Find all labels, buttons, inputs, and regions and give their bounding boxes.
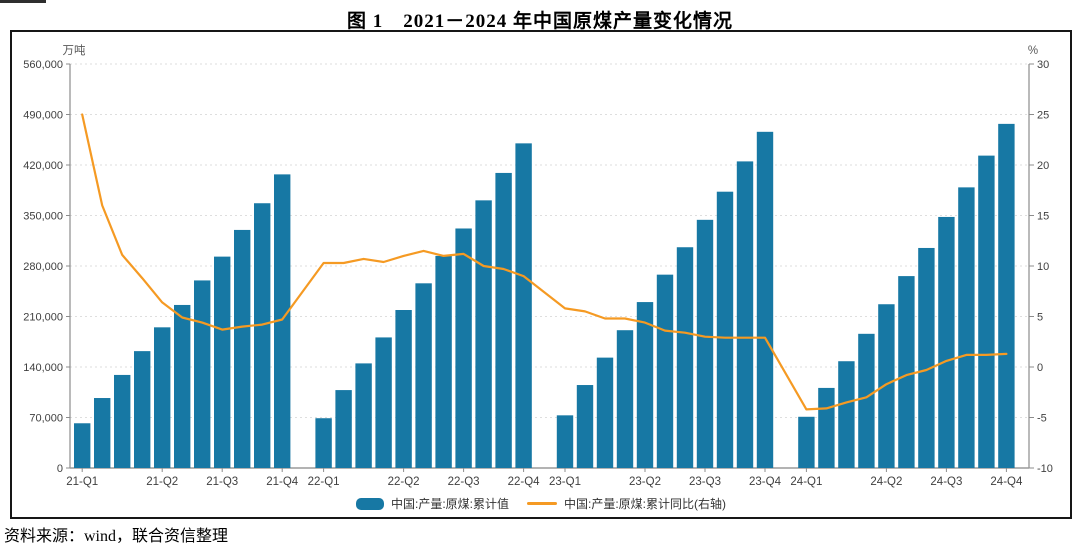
x-axis-tick-label: 22-Q1 (308, 476, 340, 488)
bar (798, 416, 815, 468)
x-axis-tick-label: 24-Q4 (990, 476, 1023, 488)
bar (234, 229, 251, 468)
bar (455, 228, 472, 468)
right-axis-tick-label: 20 (1037, 160, 1049, 172)
right-axis-tick-label: -10 (1037, 463, 1053, 475)
bar (214, 256, 231, 468)
left-axis-tick-label: 0 (57, 463, 63, 475)
right-axis-unit: % (1028, 45, 1038, 57)
x-axis-tick-label: 21-Q4 (266, 476, 299, 488)
left-axis-tick-label: 280,000 (23, 261, 63, 273)
left-axis-tick-label: 140,000 (23, 362, 63, 374)
left-axis-unit: 万吨 (63, 44, 86, 57)
chart-title: 图 1 2021－2024 年中国原煤产量变化情况 (346, 11, 733, 32)
bar (114, 374, 131, 468)
right-axis-tick-label: 5 (1037, 312, 1043, 324)
x-axis-tick-label: 24-Q1 (790, 476, 822, 488)
right-axis-tick-label: 15 (1037, 211, 1049, 223)
bar (134, 351, 151, 468)
chart-plot: 0 70,000 140,000 210,000 280,000 350,000 420,0… (23, 44, 1053, 488)
yoy-line (81, 113, 1008, 411)
bar (74, 423, 91, 468)
bar (194, 280, 211, 468)
left-axis-tick-label: 420,000 (23, 160, 63, 172)
bar (978, 155, 995, 468)
bar (756, 131, 774, 469)
bar (576, 385, 594, 468)
bar (475, 200, 492, 468)
bar (958, 187, 975, 468)
bar (274, 174, 291, 468)
x-axis-tick-label: 22-Q4 (508, 476, 541, 488)
bar (918, 247, 935, 468)
chart-legend: 中国:产量:原煤:累计值 中国:产量:原煤:累计同比(右轴) (12, 495, 1070, 512)
right-axis-tick-label: -5 (1037, 413, 1047, 425)
left-axis-tick-label: 210,000 (23, 312, 63, 324)
left-axis-tick-label: 560,000 (23, 59, 63, 71)
bar (556, 415, 574, 468)
bar (656, 274, 674, 468)
x-axis-tick-label: 21-Q3 (206, 476, 238, 488)
x-axis-tick-label: 24-Q2 (870, 476, 902, 488)
bar-series-swatch (355, 497, 384, 510)
bar (818, 387, 835, 468)
x-axis-tick-label: 23-Q1 (549, 476, 581, 488)
bar (596, 357, 614, 468)
bar (736, 161, 754, 468)
x-axis-tick-label: 23-Q2 (629, 476, 661, 488)
bar (878, 304, 895, 468)
bar (254, 203, 271, 468)
bar (495, 172, 512, 468)
chart-frame: 0 70,000 140,000 210,000 280,000 350,000 420,0… (10, 30, 1072, 519)
bar (375, 337, 392, 468)
bar (858, 333, 875, 468)
x-axis-tick-label: 24-Q3 (930, 476, 962, 488)
bar (335, 390, 352, 468)
right-axis-tick-label: 30 (1037, 59, 1049, 71)
bar (395, 310, 412, 468)
bar (616, 330, 634, 468)
bar (435, 255, 452, 468)
line-series-label: 中国:产量:原煤:累计同比(右轴) (564, 497, 726, 511)
right-axis-tick-label: 25 (1037, 110, 1049, 122)
left-axis-tick-label: 490,000 (23, 110, 63, 122)
left-axis-tick-label: 70,000 (29, 413, 63, 425)
x-axis-tick-label: 23-Q3 (689, 476, 721, 488)
bar (696, 219, 714, 468)
bar (898, 276, 915, 468)
bar (154, 327, 171, 468)
bar (938, 216, 955, 468)
x-axis-tick-label: 22-Q3 (448, 476, 480, 488)
bar-series-label: 中国:产量:原煤:累计值 (390, 497, 509, 511)
bar (174, 304, 191, 468)
bar (716, 191, 734, 468)
x-axis-tick-label: 21-Q2 (146, 476, 178, 488)
right-axis-tick-label: 0 (1037, 362, 1043, 374)
line-series-swatch (527, 502, 557, 505)
left-axis-tick-label: 350,000 (23, 211, 63, 223)
right-axis-tick-label: 10 (1037, 261, 1049, 273)
bar (676, 247, 694, 468)
legend-item-bars: 中国:产量:原煤:累计值 (355, 495, 509, 512)
x-axis-tick-label: 22-Q2 (388, 476, 420, 488)
x-axis-tick-label: 21-Q1 (66, 476, 98, 488)
bar (838, 361, 855, 468)
bar (355, 363, 372, 468)
bar (636, 302, 654, 468)
page-edge-mark (0, 0, 46, 3)
bar (94, 398, 111, 468)
bar (515, 143, 532, 468)
x-axis-tick-label: 23-Q4 (749, 476, 782, 488)
bar (998, 123, 1015, 468)
legend-item-line: 中国:产量:原煤:累计同比(右轴) (527, 495, 726, 512)
bar (315, 418, 332, 468)
source-note: 资料来源：wind，联合资信整理 (4, 528, 229, 545)
bar (415, 283, 432, 468)
